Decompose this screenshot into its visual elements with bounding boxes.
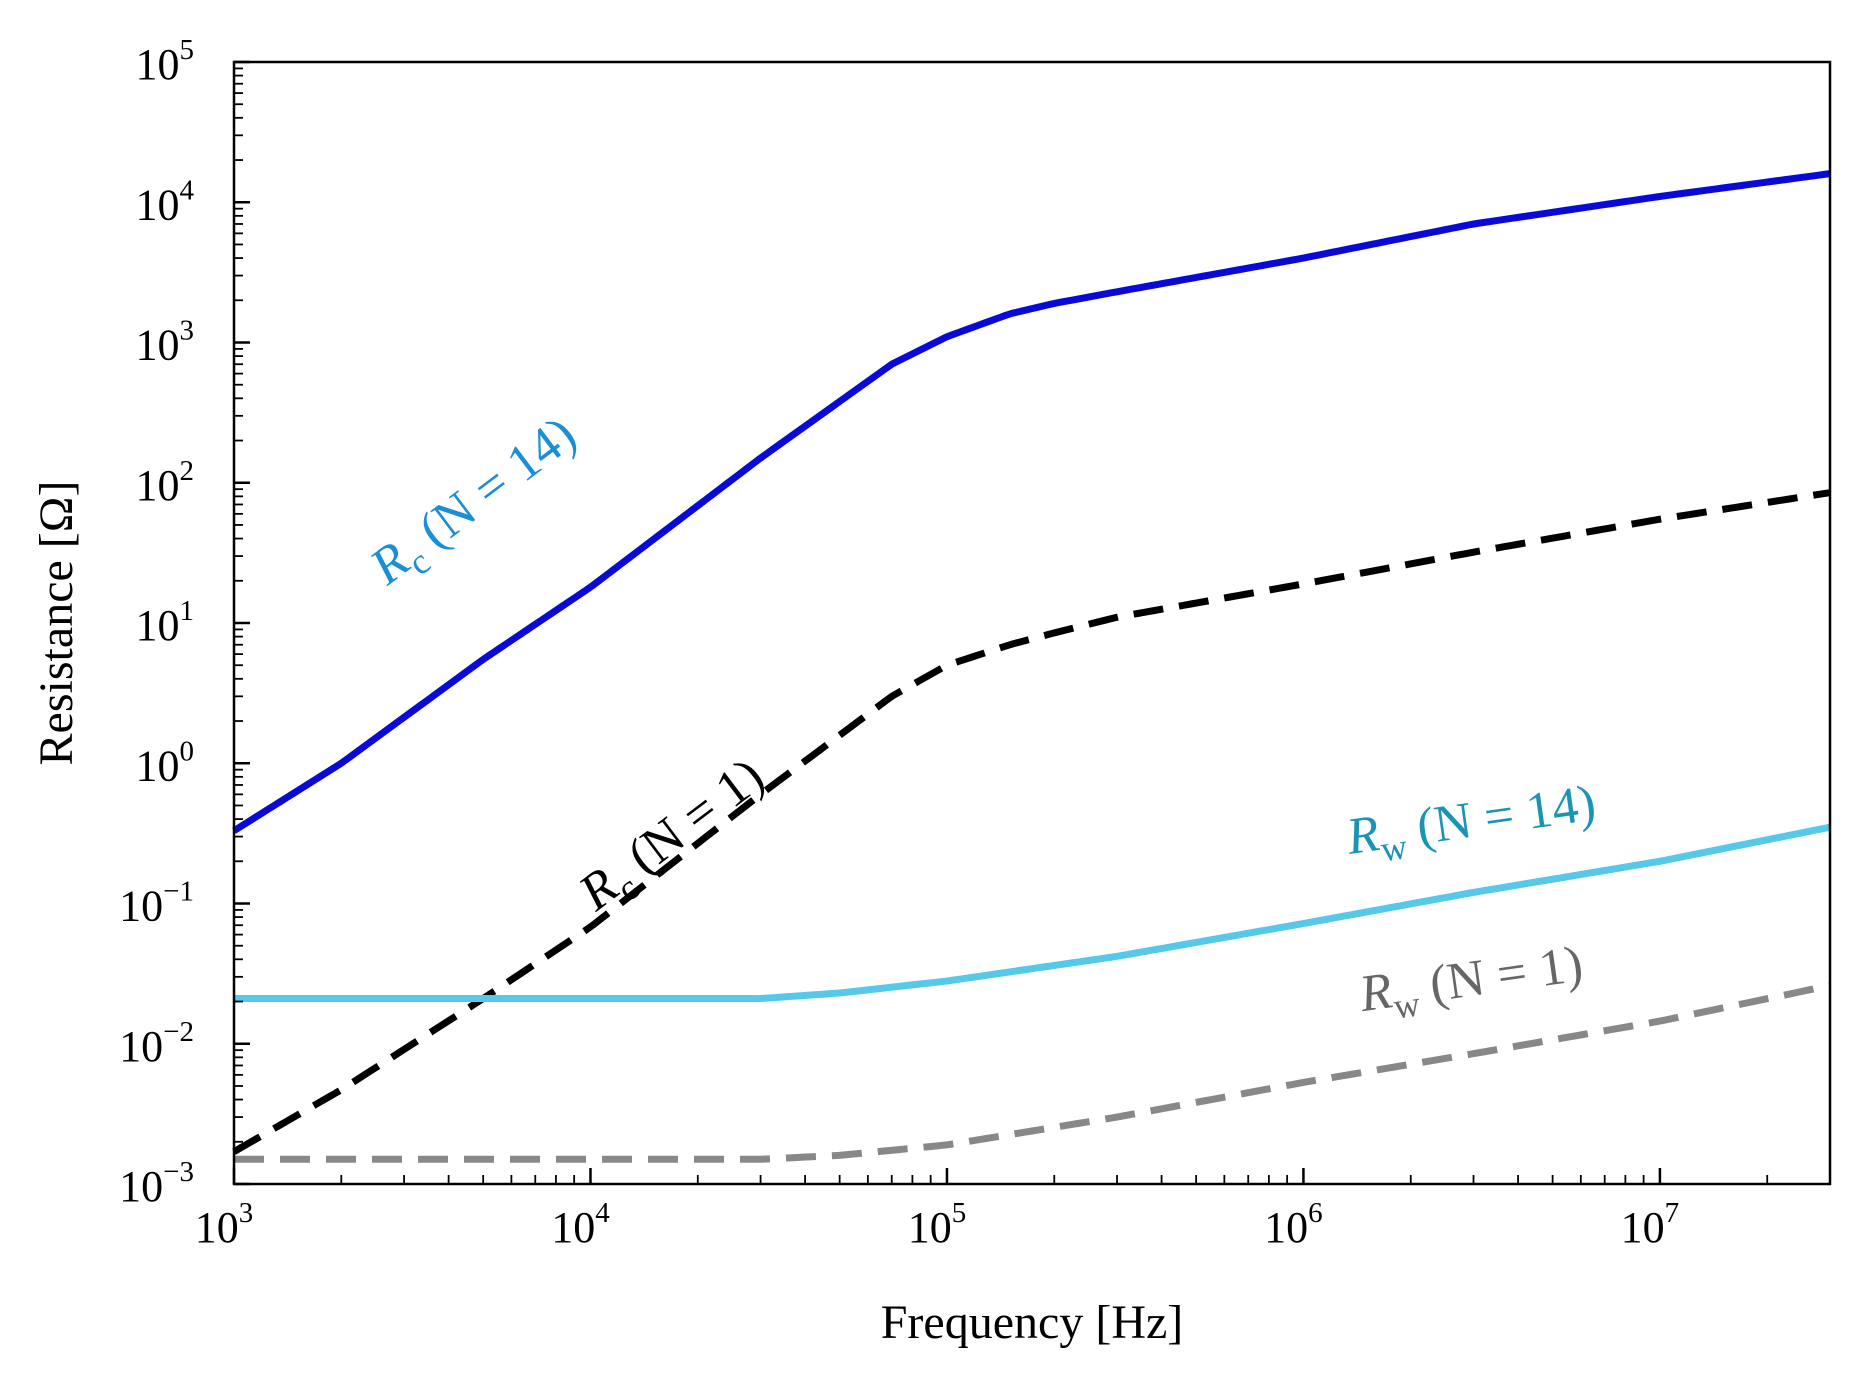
y-tick-label: 103 bbox=[136, 315, 195, 370]
series-line-rw-n14 bbox=[234, 823, 1831, 1003]
y-tick-label: 102 bbox=[136, 455, 195, 510]
annotation-rw-n1: Rw (N = 1) bbox=[1355, 936, 1587, 1032]
y-tick-label: 101 bbox=[136, 595, 195, 650]
y-tick-label: 104 bbox=[136, 174, 195, 229]
series-line-rc-n14 bbox=[232, 170, 1831, 834]
series-layer bbox=[232, 170, 1831, 1163]
annotation-layer: Rc (N = 14) Rc (N = 1) Rw (N = 14) Rw (N = … bbox=[359, 406, 1600, 1032]
x-tick-label: 103 bbox=[195, 1197, 254, 1252]
plot-frame bbox=[232, 60, 1832, 1186]
x-tick-label: 104 bbox=[551, 1197, 610, 1252]
x-axis-title: Frequency [Hz] bbox=[881, 1296, 1184, 1349]
series-line-rw-n1 bbox=[234, 982, 1831, 1163]
y-axis-title: Resistance [Ω] bbox=[30, 481, 83, 766]
x-tick-label: 105 bbox=[908, 1197, 967, 1252]
annotation-rc-n1: Rc (N = 1) bbox=[568, 747, 779, 928]
y-tick-label: 10−3 bbox=[119, 1156, 194, 1211]
y-tick-label: 10−1 bbox=[119, 876, 194, 931]
x-tick-label: 106 bbox=[1264, 1197, 1323, 1252]
y-tick-label: 100 bbox=[136, 735, 195, 790]
series-line-rc-n1 bbox=[232, 489, 1831, 1155]
x-tick-label: 107 bbox=[1621, 1197, 1680, 1252]
ticks-layer: 103 104 105 106 107 10−3 10−2 10−1 100 101 102 103 1… bbox=[119, 34, 1831, 1252]
annotation-rw-n14: Rw (N = 14) bbox=[1342, 775, 1600, 874]
y-tick-label: 10−2 bbox=[119, 1016, 194, 1071]
y-tick-label: 105 bbox=[136, 34, 195, 89]
annotation-rc-n14: Rc (N = 14) bbox=[359, 406, 591, 603]
